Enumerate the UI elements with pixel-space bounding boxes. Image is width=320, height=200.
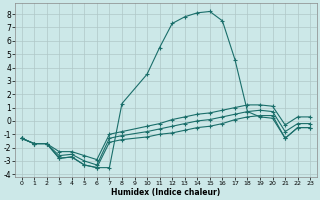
- X-axis label: Humidex (Indice chaleur): Humidex (Indice chaleur): [111, 188, 220, 197]
